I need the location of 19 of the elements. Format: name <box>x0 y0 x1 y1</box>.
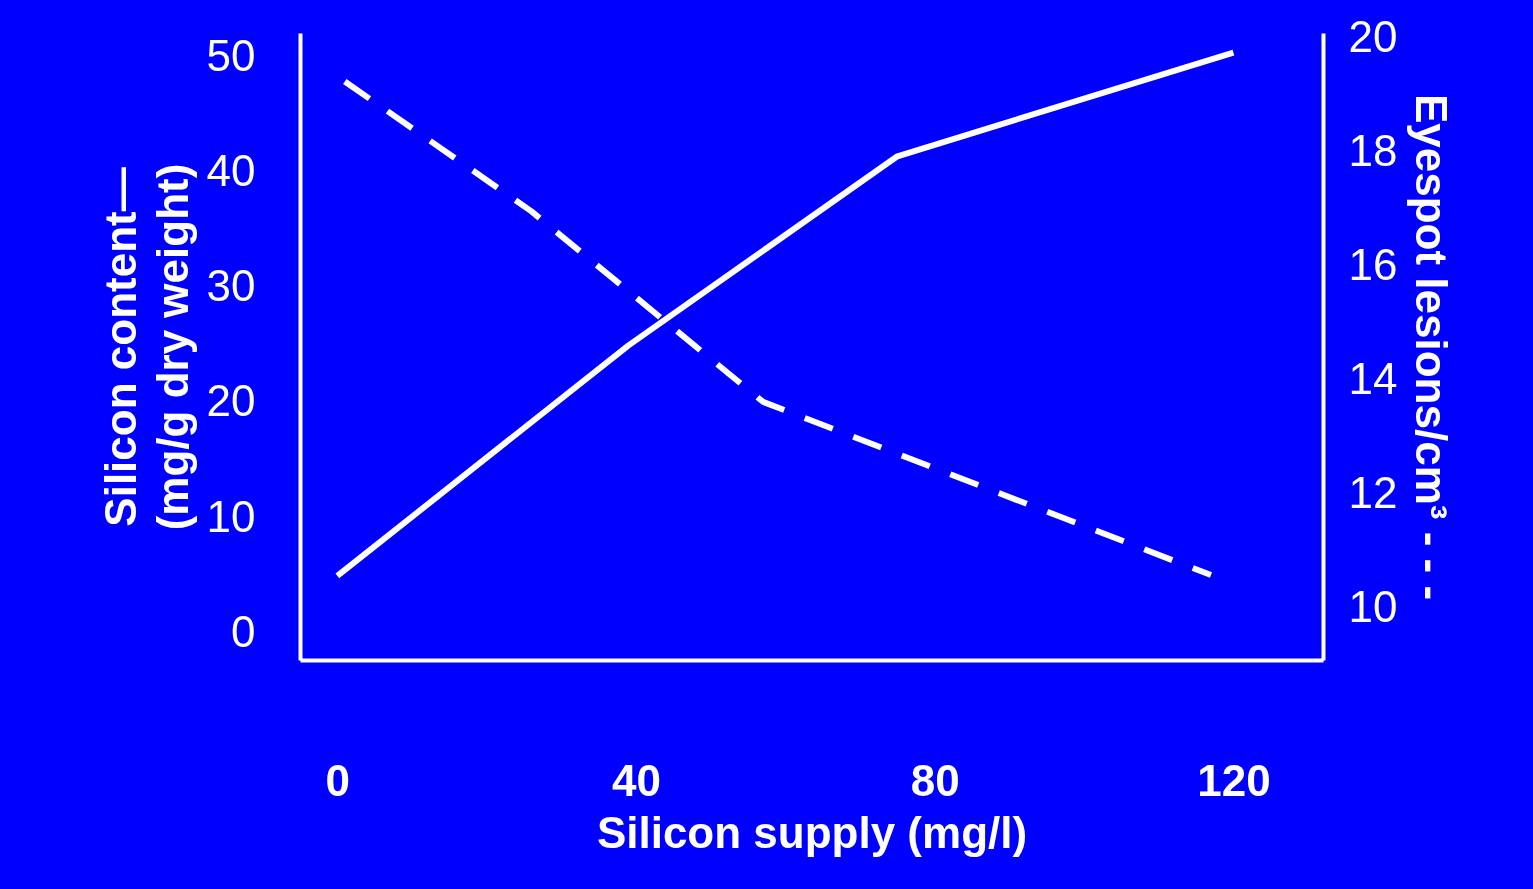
y2-axis-title: Eyespot lesions/cm³ - - - <box>1407 93 1457 601</box>
y-tick-label: 10 <box>206 491 256 541</box>
y-tick-label: 20 <box>206 376 256 426</box>
y-tick-label: 40 <box>206 145 256 195</box>
y2-tick-label: 12 <box>1348 468 1398 518</box>
y-axis-title: Silicon content— (mg/g dry weight) <box>95 163 197 531</box>
y-tick-label: 0 <box>231 606 256 656</box>
y2-tick-label: 14 <box>1348 354 1398 404</box>
y-tick-label: 50 <box>206 30 256 80</box>
y-tick-label: 30 <box>206 261 256 311</box>
y2-tick-label: 18 <box>1348 126 1398 176</box>
y2-tick-label: 16 <box>1348 240 1398 290</box>
x-tick-label: 0 <box>325 755 351 805</box>
x-tick-label: 120 <box>1197 755 1271 805</box>
x-tick-label: 40 <box>612 755 661 805</box>
x-axis-title: Silicon supply (mg/l) <box>596 807 1028 857</box>
y2-tick-label: 20 <box>1348 12 1398 62</box>
x-tick-label: 80 <box>910 755 960 805</box>
y2-tick-label: 10 <box>1348 582 1398 632</box>
